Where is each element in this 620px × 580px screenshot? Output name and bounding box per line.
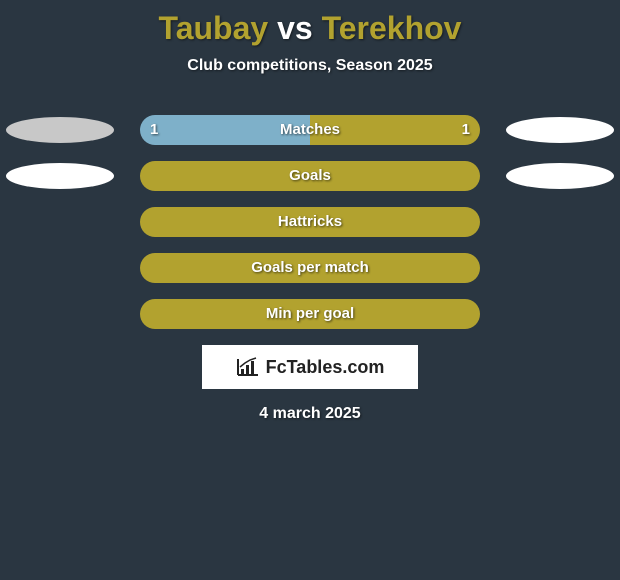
subtitle-text: Club competitions, Season 2025 xyxy=(0,57,620,75)
bar-right-fill xyxy=(140,161,480,191)
stat-row: Goals per match xyxy=(0,253,620,283)
right-ellipse xyxy=(506,117,614,143)
stat-row: Min per goal xyxy=(0,299,620,329)
comparison-title: Taubay vs Terekhov xyxy=(0,0,620,47)
stat-bar: Goals xyxy=(140,161,480,191)
bar-right-fill xyxy=(140,253,480,283)
stat-bar: 11Matches xyxy=(140,115,480,145)
stat-row: 11Matches xyxy=(0,115,620,145)
chart-icon xyxy=(236,357,260,377)
stat-row: Goals xyxy=(0,161,620,191)
stat-bar: Min per goal xyxy=(140,299,480,329)
date-text: 4 march 2025 xyxy=(0,405,620,423)
bar-right-fill xyxy=(310,115,480,145)
left-ellipse xyxy=(6,163,114,189)
vs-text: vs xyxy=(277,10,313,46)
right-ellipse xyxy=(506,163,614,189)
bar-right-fill xyxy=(140,299,480,329)
bar-right-fill xyxy=(140,207,480,237)
logo-box: FcTables.com xyxy=(202,345,418,389)
stat-bar: Goals per match xyxy=(140,253,480,283)
player1-name: Taubay xyxy=(159,10,269,46)
stat-row: Hattricks xyxy=(0,207,620,237)
player2-name: Terekhov xyxy=(322,10,462,46)
left-ellipse xyxy=(6,117,114,143)
bar-left-fill xyxy=(140,115,310,145)
logo-text: FcTables.com xyxy=(266,357,385,378)
stats-rows: 11MatchesGoalsHattricksGoals per matchMi… xyxy=(0,115,620,329)
stat-bar: Hattricks xyxy=(140,207,480,237)
left-value: 1 xyxy=(150,115,158,145)
right-value: 1 xyxy=(462,115,470,145)
